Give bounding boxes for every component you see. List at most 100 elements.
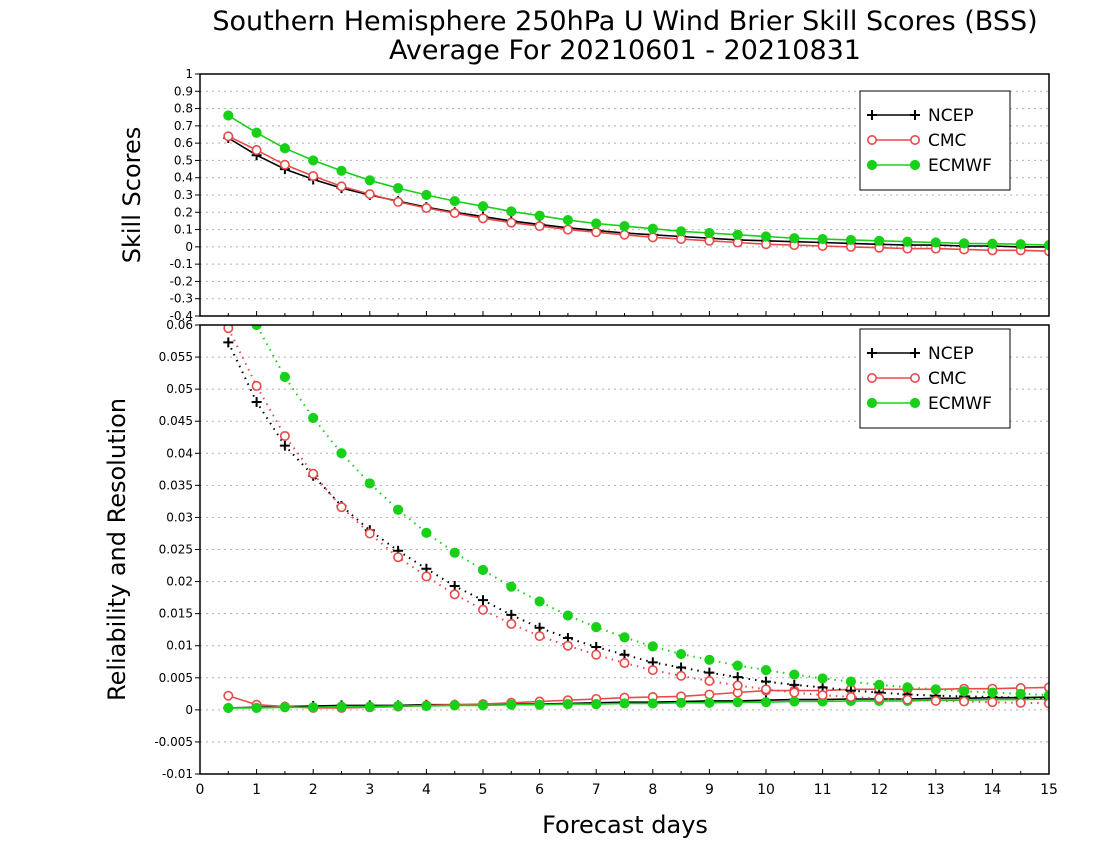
data-point [506, 581, 517, 592]
series-cmc-resolution [223, 325, 1049, 709]
data-point [930, 695, 941, 706]
chart-subtitle: Average For 20210601 - 20210831 [389, 35, 861, 66]
data-point [789, 687, 800, 698]
y-tick-label: 0.05 [166, 382, 193, 396]
data-point [704, 697, 715, 708]
data-point [1043, 240, 1049, 251]
data-point [619, 698, 630, 709]
data-point [223, 110, 234, 121]
y-tick-label: 0.7 [174, 119, 193, 133]
data-point [845, 234, 857, 246]
data-point [845, 676, 857, 687]
data-point [647, 641, 658, 652]
y-tick-label: 0.01 [166, 639, 193, 653]
data-point [223, 702, 234, 714]
y-tick-label: -0.005 [154, 735, 193, 749]
data-point [619, 649, 630, 660]
y-tick-label: -0.1 [170, 257, 193, 271]
y-tick-label: 0.8 [174, 102, 193, 116]
data-point [336, 448, 347, 459]
data-point [959, 238, 970, 249]
y-axis-title: Skill Scores [118, 127, 146, 264]
data-point [364, 175, 375, 186]
data-point [223, 690, 234, 701]
data-point [562, 698, 574, 710]
data-point [534, 221, 545, 232]
data-point [478, 595, 488, 606]
x-axis-title: Forecast days [542, 811, 708, 839]
data-point [251, 702, 262, 714]
data-point [1044, 682, 1049, 693]
data-point [562, 214, 574, 226]
data-point [279, 159, 290, 170]
data-point [364, 528, 375, 539]
legend: NCEP CMC ECMWF [859, 328, 1011, 429]
legend-entry-ncep: NCEP [867, 344, 974, 364]
y-tick-label: 0.045 [159, 414, 193, 428]
x-tick-label: 13 [927, 782, 945, 798]
data-point [393, 196, 404, 207]
data-point [534, 596, 545, 607]
data-point [421, 527, 432, 538]
x-tick-label: 3 [365, 782, 374, 798]
y-tick-label: 0.9 [174, 84, 193, 98]
data-point [760, 697, 772, 708]
y-tick-label: 1 [185, 67, 193, 81]
x-tick-label: 11 [814, 782, 832, 798]
legend-entry-ncep: NCEP [867, 106, 974, 126]
data-point [308, 702, 319, 713]
data-point [1043, 690, 1049, 701]
data-point [279, 430, 290, 441]
x-tick-label: 2 [309, 782, 318, 798]
data-point [874, 693, 885, 704]
data-point [591, 218, 602, 229]
data-point [704, 227, 715, 239]
y-tick-label: 0.6 [174, 136, 193, 150]
y-tick-label: 0.1 [174, 223, 193, 237]
data-point [421, 202, 432, 213]
legend-label: NCEP [928, 344, 974, 364]
data-point [959, 686, 970, 697]
data-point [732, 672, 743, 683]
data-point [930, 684, 941, 695]
data-point [224, 279, 233, 288]
x-tick-label: 15 [1040, 782, 1058, 798]
data-point [251, 127, 262, 138]
data-point [251, 325, 262, 331]
data-point [789, 233, 800, 244]
data-point [760, 664, 772, 676]
data-point [647, 665, 658, 676]
x-tick-label: 9 [705, 782, 714, 798]
y-tick-label: 0.3 [174, 188, 193, 202]
data-point [591, 227, 602, 238]
data-point [364, 701, 375, 712]
legend-entry-ecmwf: ECMWF [866, 394, 992, 414]
data-point [619, 658, 630, 669]
data-point [647, 223, 658, 234]
data-point [902, 682, 913, 693]
plot-frame [199, 73, 1050, 317]
data-point [477, 564, 489, 576]
data-point [902, 694, 913, 705]
data-point [251, 396, 262, 407]
data-point [534, 622, 545, 633]
series-cmc-reliability [223, 682, 1049, 713]
legend-label: ECMWF [928, 394, 992, 414]
y-tick-label: 0.04 [166, 446, 193, 460]
data-point [364, 478, 375, 489]
data-point [619, 229, 630, 240]
y-tick-label: -0.01 [162, 767, 193, 781]
data-point [477, 213, 488, 224]
data-point [223, 337, 234, 348]
data-point [647, 698, 658, 709]
data-point [619, 632, 630, 643]
data-point [1015, 697, 1026, 708]
skill-scores-panel: -0.4 -0.3 -0.2 -0.1 0 0.1 0.2 0.3 0.4 0.5 0.6 0.7 0.… [118, 67, 1050, 323]
data-point [987, 687, 998, 698]
x-tick-label: 10 [757, 782, 775, 798]
data-point [817, 690, 828, 701]
data-point [647, 232, 658, 243]
data-point [449, 589, 460, 600]
data-point [393, 700, 404, 712]
data-point [449, 195, 460, 207]
